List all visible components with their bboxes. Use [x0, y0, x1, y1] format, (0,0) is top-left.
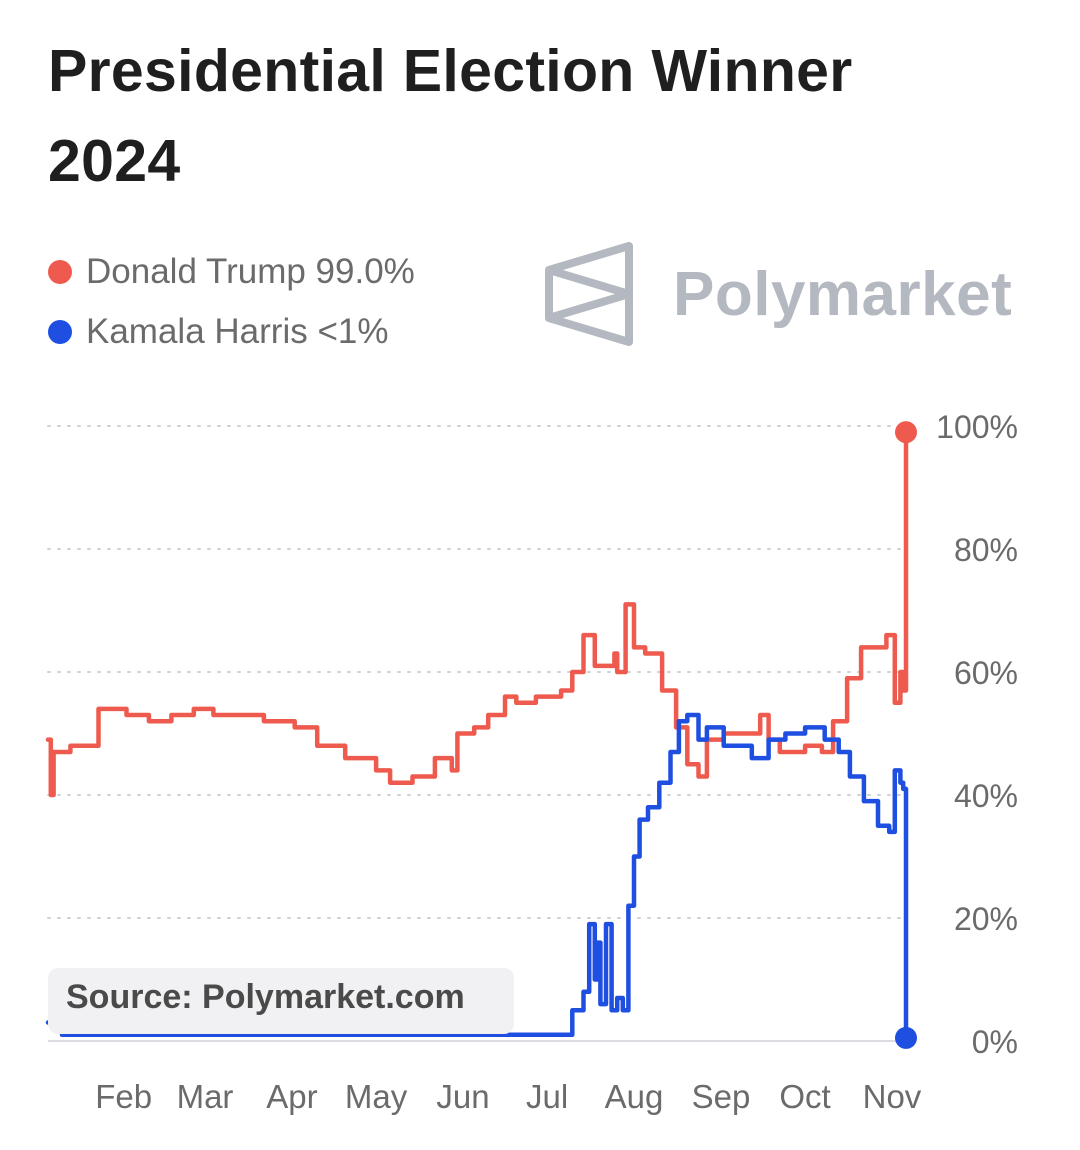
y-tick-label: 100%: [936, 409, 1018, 445]
source-badge: [48, 968, 514, 1034]
y-tick-label: 20%: [954, 901, 1018, 937]
series-line-donald-trump: [45, 429, 909, 798]
x-tick-label: May: [345, 1078, 408, 1115]
y-tick-label: 80%: [954, 532, 1018, 568]
x-tick-label: Jul: [526, 1078, 568, 1115]
y-tick-label: 0%: [972, 1024, 1018, 1060]
x-tick-label: Aug: [605, 1078, 664, 1115]
x-tick-label: Feb: [95, 1078, 152, 1115]
x-tick-label: Nov: [863, 1078, 922, 1115]
legend-label-harris: Kamala Harris <1%: [86, 312, 389, 351]
legend-item-harris: Kamala Harris <1%: [48, 302, 415, 362]
end-marker-kamala-harris: [895, 1026, 917, 1049]
legend-dot-trump: [48, 260, 72, 284]
y-tick-label: 60%: [954, 655, 1018, 691]
x-tick-label: Sep: [692, 1078, 751, 1115]
chart-title: Presidential Election Winner 2024: [48, 38, 853, 194]
x-tick-label: Oct: [779, 1078, 830, 1115]
series-line-kamala-harris: [45, 712, 909, 1041]
x-tick-label: Apr: [266, 1078, 317, 1115]
legend-dot-harris: [48, 320, 72, 344]
source-label: Source: Polymarket.com: [66, 978, 465, 1016]
polymarket-logo-icon: [545, 242, 633, 346]
x-tick-label: Jun: [436, 1078, 489, 1115]
legend-label-trump: Donald Trump 99.0%: [86, 252, 415, 291]
polymarket-brand: Polymarket: [543, 240, 1012, 348]
x-tick-label: Mar: [177, 1078, 234, 1115]
legend: Donald Trump 99.0% Kamala Harris <1%: [48, 242, 415, 362]
legend-item-trump: Donald Trump 99.0%: [48, 242, 415, 302]
y-tick-label: 40%: [954, 778, 1018, 814]
end-marker-donald-trump: [895, 421, 917, 444]
brand-name: Polymarket: [673, 259, 1013, 329]
